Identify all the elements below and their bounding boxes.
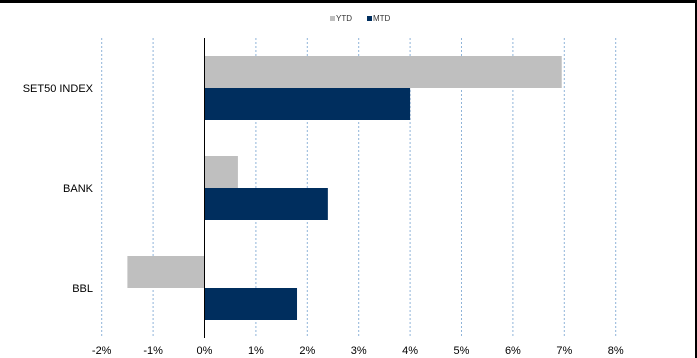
gridlines — [101, 38, 617, 338]
x-tick-label: -1% — [143, 345, 163, 357]
x-tick-label: 6% — [505, 345, 521, 357]
x-tick-label: 3% — [351, 345, 367, 357]
x-tick-label: 5% — [454, 345, 470, 357]
legend-label-ytd: YTD — [336, 14, 352, 23]
bars — [127, 56, 562, 320]
right-border — [695, 0, 697, 358]
bar-ytd-set50-index — [204, 56, 562, 88]
x-tick-labels: -2% -1% 0% 1% 2% 3% 4% 5% 6% 7% 8% — [92, 345, 624, 357]
bar-mtd-set50-index — [204, 88, 411, 120]
x-tick-label: 8% — [608, 345, 624, 357]
x-tick-label: -2% — [92, 345, 112, 357]
x-tick-label: 1% — [248, 345, 264, 357]
x-tick-label: 7% — [556, 345, 572, 357]
legend-label-mtd: MTD — [373, 14, 391, 23]
category-label-bbl: BBL — [72, 283, 93, 295]
legend: YTD MTD — [330, 14, 391, 23]
bar-mtd-bbl — [204, 288, 298, 320]
category-label-bank: BANK — [63, 183, 94, 195]
bar-mtd-bank — [204, 188, 328, 220]
bar-ytd-bank — [204, 156, 238, 188]
x-tick-label: 0% — [197, 345, 213, 357]
legend-swatch-ytd — [330, 16, 335, 21]
x-tick-label: 2% — [299, 345, 315, 357]
category-labels: SET50 INDEX BANK BBL — [23, 83, 94, 295]
category-label-set50-index: SET50 INDEX — [23, 83, 94, 95]
legend-swatch-mtd — [367, 16, 372, 21]
top-border — [0, 0, 697, 3]
x-tick-label: 4% — [402, 345, 418, 357]
bar-ytd-bbl — [127, 256, 205, 288]
